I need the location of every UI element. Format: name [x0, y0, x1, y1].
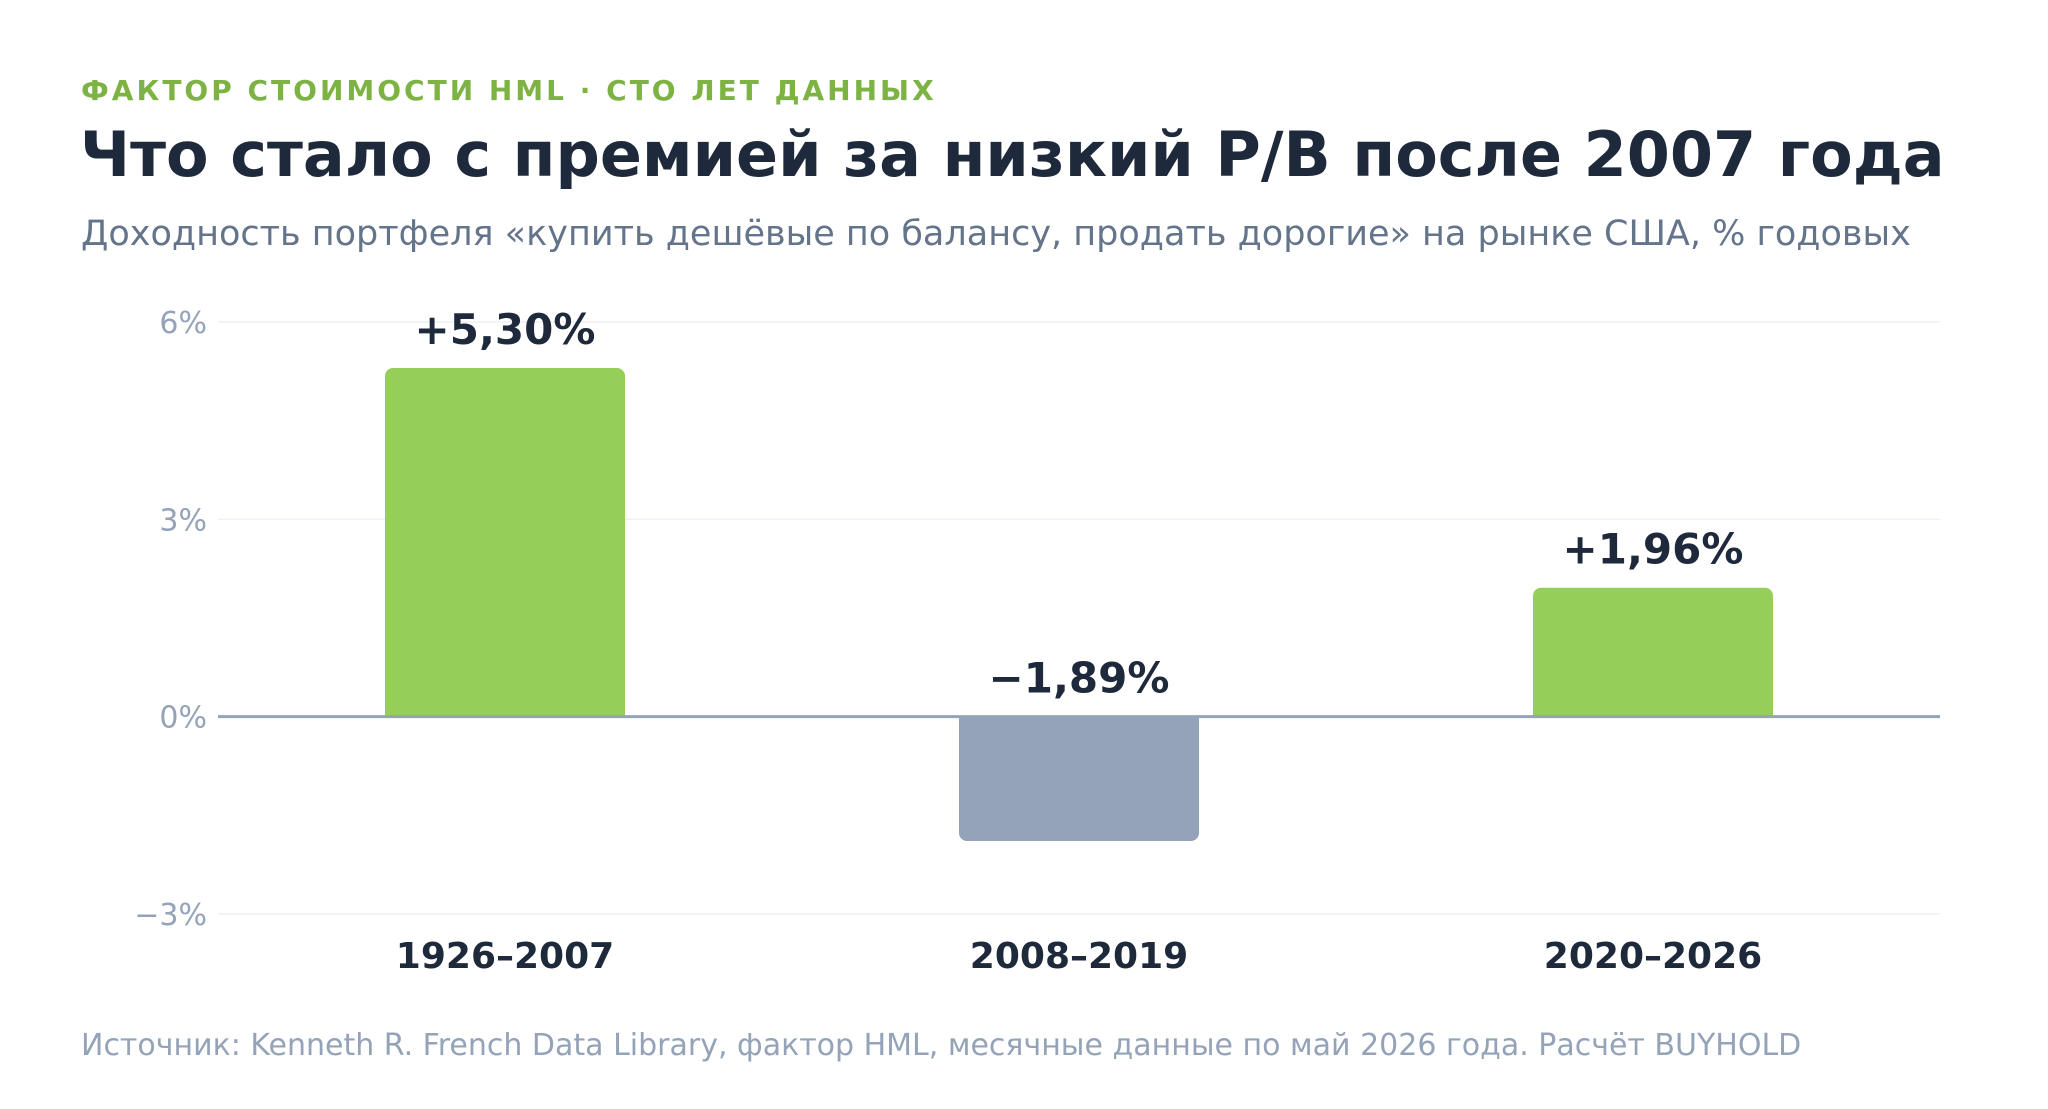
y-tick-label: 6%	[159, 306, 207, 341]
bar-base	[385, 706, 625, 717]
y-tick-label: 3%	[159, 503, 207, 538]
x-tick-label: 2020–2026	[1544, 936, 1762, 977]
data-label: −1,89%	[989, 654, 1170, 703]
bar	[959, 716, 1199, 841]
source-note: Источник: Kenneth R. French Data Library…	[81, 1028, 1802, 1063]
bar	[385, 368, 625, 717]
bar	[1533, 587, 1773, 717]
x-tick-label: 2008–2019	[970, 936, 1188, 977]
chart-kicker: ФАКТОР СТОИМОСТИ HML · СТО ЛЕТ ДАННЫХ	[81, 74, 937, 107]
chart-subtitle: Доходность портфеля «купить дешёвые по б…	[81, 214, 1911, 254]
bar-base	[1533, 706, 1773, 717]
y-tick-label: −3%	[134, 898, 207, 933]
y-tick-label: 0%	[159, 701, 207, 736]
bar-base	[959, 716, 1199, 727]
chart-title: Что стало с премией за низкий P/B после …	[80, 118, 1945, 191]
data-label: +1,96%	[1563, 525, 1744, 574]
data-label: +5,30%	[415, 305, 596, 354]
x-tick-label: 1926–2007	[396, 936, 614, 977]
